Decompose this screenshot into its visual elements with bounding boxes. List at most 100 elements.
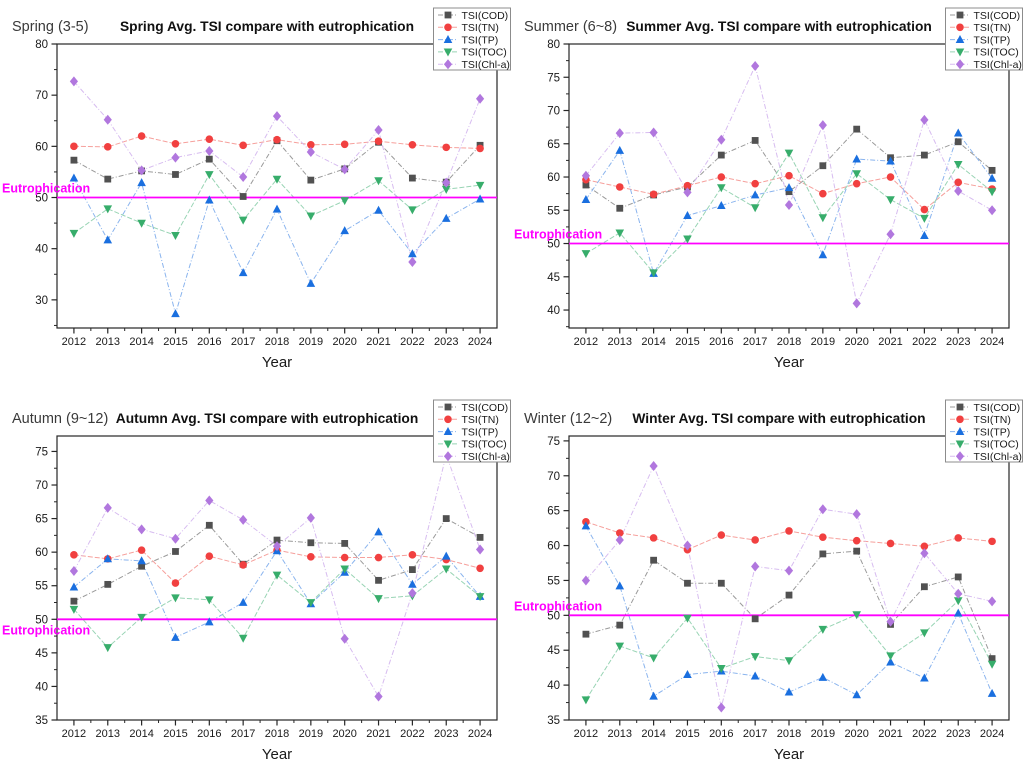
diamond-marker-icon xyxy=(955,59,965,70)
series-tsi-toc xyxy=(581,597,997,705)
circle-marker-icon xyxy=(956,415,964,424)
svg-text:70: 70 xyxy=(35,480,48,492)
svg-text:Eutrophication: Eutrophication xyxy=(2,182,90,196)
svg-text:80: 80 xyxy=(547,39,560,51)
svg-text:2016: 2016 xyxy=(197,336,221,348)
svg-text:2024: 2024 xyxy=(980,336,1004,348)
svg-text:2017: 2017 xyxy=(743,336,767,348)
svg-text:2019: 2019 xyxy=(299,728,323,740)
eutrophication-label: Eutrophication xyxy=(514,599,602,613)
y-axis: 30 40 50 60 70 80 xyxy=(35,39,57,326)
svg-text:Year: Year xyxy=(262,746,292,763)
svg-text:65: 65 xyxy=(547,139,560,151)
svg-text:Year: Year xyxy=(774,746,804,763)
svg-text:2018: 2018 xyxy=(265,336,289,348)
svg-text:65: 65 xyxy=(547,506,560,518)
svg-text:2022: 2022 xyxy=(400,728,424,740)
legend-item-tsi-toc: TSI(TOC) xyxy=(950,439,1019,451)
svg-text:2013: 2013 xyxy=(608,336,632,348)
panel-winter: Winter (12~2) Winter Avg. TSI compare wi… xyxy=(512,392,1024,783)
svg-text:50: 50 xyxy=(35,193,48,205)
svg-text:TSI(TN): TSI(TN) xyxy=(974,22,1011,34)
svg-text:2024: 2024 xyxy=(468,728,492,740)
triangle-up-marker-icon xyxy=(955,35,965,43)
svg-text:TSI(Chl-a): TSI(Chl-a) xyxy=(974,59,1022,71)
svg-text:TSI(Chl-a): TSI(Chl-a) xyxy=(974,451,1022,463)
series-tsi-chl-a xyxy=(69,76,485,267)
legend-item-tsi-tn: TSI(TN) xyxy=(438,414,499,426)
circle-marker-icon xyxy=(444,415,452,424)
legend-item-tsi-chl-a: TSI(Chl-a) xyxy=(438,451,510,463)
svg-text:2020: 2020 xyxy=(332,336,356,348)
triangle-up-marker-icon xyxy=(443,427,453,435)
chart-title-summer: Summer Avg. TSI compare with eutrophicat… xyxy=(626,19,932,34)
svg-text:40: 40 xyxy=(35,244,48,256)
svg-text:45: 45 xyxy=(547,645,560,657)
legend-item-tsi-toc: TSI(TOC) xyxy=(950,47,1019,59)
svg-text:2017: 2017 xyxy=(231,728,255,740)
y-axis: 35 40 45 50 55 60 65 70 75 xyxy=(547,436,569,727)
circle-marker-icon xyxy=(444,23,452,32)
legend-item-tsi-tn: TSI(TN) xyxy=(438,22,499,34)
legend-item-tsi-chl-a: TSI(Chl-a) xyxy=(950,59,1022,71)
x-axis-title: Year xyxy=(774,746,804,763)
triangle-down-marker-icon xyxy=(443,48,453,57)
legend-item-tsi-tp: TSI(TP) xyxy=(950,34,1010,46)
series-tsi-cod xyxy=(582,547,996,662)
legend-item-tsi-toc: TSI(TOC) xyxy=(438,47,507,59)
svg-text:TSI(TP): TSI(TP) xyxy=(462,426,499,438)
legend: TSI(COD)TSI(TN)TSI(TP)TSI(TOC)TSI(Chl-a) xyxy=(433,399,511,463)
x-axis: 2012 2013 2014 2015 2016 2017 2018 2019 2020 2021… xyxy=(574,328,1004,348)
legend-item-tsi-tp: TSI(TP) xyxy=(950,426,1010,438)
svg-text:2020: 2020 xyxy=(332,728,356,740)
svg-text:2021: 2021 xyxy=(878,728,902,740)
svg-text:Eutrophication: Eutrophication xyxy=(514,228,602,242)
svg-text:TSI(COD): TSI(COD) xyxy=(462,402,509,414)
series-tsi-toc xyxy=(69,171,485,240)
svg-text:2016: 2016 xyxy=(197,728,221,740)
svg-text:70: 70 xyxy=(547,471,560,483)
panel-summer: Summer (6~8) Summer Avg. TSI compare wit… xyxy=(512,0,1024,391)
diamond-marker-icon xyxy=(955,451,965,462)
svg-text:TSI(TN): TSI(TN) xyxy=(462,414,499,426)
season-label-spring: Spring (3-5) xyxy=(12,19,89,35)
svg-text:2021: 2021 xyxy=(878,336,902,348)
svg-text:60: 60 xyxy=(35,547,48,559)
x-axis: 2012 2013 2014 2015 2016 2017 2018 2019 2020 2021… xyxy=(574,720,1004,740)
svg-text:TSI(TOC): TSI(TOC) xyxy=(974,439,1019,451)
x-axis: 2012 2013 2014 2015 2016 2017 2018 2019 2020 2021… xyxy=(62,328,492,348)
svg-text:Eutrophication: Eutrophication xyxy=(514,599,602,613)
series-tsi-tp xyxy=(581,521,997,700)
svg-text:Eutrophication: Eutrophication xyxy=(2,623,90,637)
svg-text:2022: 2022 xyxy=(400,336,424,348)
series-tsi-chl-a xyxy=(581,461,997,713)
svg-text:75: 75 xyxy=(35,446,48,458)
triangle-down-marker-icon xyxy=(443,440,453,449)
svg-text:55: 55 xyxy=(35,581,48,593)
svg-text:TSI(COD): TSI(COD) xyxy=(462,10,509,22)
legend-item-tsi-cod: TSI(COD) xyxy=(438,402,508,414)
svg-text:TSI(COD): TSI(COD) xyxy=(974,10,1021,22)
legend-item-tsi-chl-a: TSI(Chl-a) xyxy=(438,59,510,71)
svg-text:2022: 2022 xyxy=(912,336,936,348)
triangle-up-marker-icon xyxy=(955,427,965,435)
svg-text:60: 60 xyxy=(35,141,48,153)
square-marker-icon xyxy=(956,403,964,411)
svg-text:2013: 2013 xyxy=(608,728,632,740)
svg-text:50: 50 xyxy=(547,239,560,251)
svg-text:2014: 2014 xyxy=(641,336,665,348)
season-label-winter: Winter (12~2) xyxy=(524,411,613,427)
legend: TSI(COD)TSI(TN)TSI(TP)TSI(TOC)TSI(Chl-a) xyxy=(945,7,1023,71)
svg-text:60: 60 xyxy=(547,172,560,184)
svg-text:45: 45 xyxy=(35,648,48,660)
svg-text:TSI(TOC): TSI(TOC) xyxy=(462,439,507,451)
svg-text:TSI(TN): TSI(TN) xyxy=(462,22,499,34)
svg-text:30: 30 xyxy=(35,295,48,307)
legend-item-tsi-chl-a: TSI(Chl-a) xyxy=(950,451,1022,463)
legend: TSI(COD)TSI(TN)TSI(TP)TSI(TOC)TSI(Chl-a) xyxy=(945,399,1023,463)
circle-marker-icon xyxy=(956,23,964,32)
plot-spring: 30 40 50 60 70 80 2012 2013 2014 2015 2016 2017 2018… xyxy=(2,7,511,371)
svg-text:2018: 2018 xyxy=(777,336,801,348)
svg-text:2024: 2024 xyxy=(468,336,492,348)
